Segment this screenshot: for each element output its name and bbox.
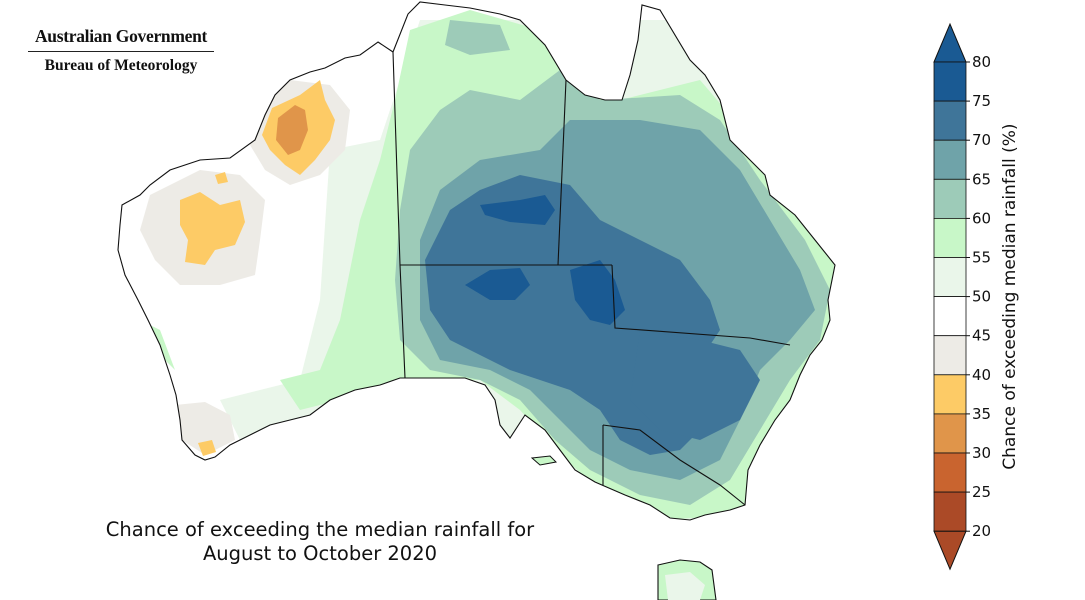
colorbar-band xyxy=(933,61,967,102)
colorbar-band xyxy=(933,257,967,297)
colorbar-band xyxy=(933,335,967,376)
colorbar-tick-label: 65 xyxy=(972,170,991,188)
colorbar-band xyxy=(933,452,967,493)
colorbar-tick-label: 60 xyxy=(972,209,991,227)
colorbar-tick-label: 30 xyxy=(972,444,991,462)
outlook-shading xyxy=(118,2,835,520)
colorbar-tick-label: 45 xyxy=(972,327,991,345)
colorbar-tick-label: 40 xyxy=(972,366,991,384)
colorbar-tick-label: 50 xyxy=(972,288,991,306)
map-title-line-2: August to October 2020 xyxy=(202,542,438,565)
colorbar-max-arrow xyxy=(933,22,967,63)
logo-organisation: Australian Government xyxy=(34,26,208,46)
colorbar-band xyxy=(933,296,967,337)
kangaroo-island xyxy=(530,455,558,466)
map-title-line-1: Chance of exceeding the median rainfall … xyxy=(105,518,535,541)
colorbar-band xyxy=(933,178,967,219)
colorbar-tick-label: 80 xyxy=(972,53,991,71)
colorbar-tick-label: 55 xyxy=(972,249,991,267)
logo-agency: Bureau of Meteorology xyxy=(44,57,198,74)
colorbar-label: Chance of exceeding median rainfall (%) xyxy=(1000,123,1020,469)
colorbar-tick-label: 35 xyxy=(972,405,991,423)
logo-rule xyxy=(28,51,214,52)
colorbar-tick-label: 70 xyxy=(972,131,991,149)
coastline xyxy=(117,1,836,521)
bom-logo: Australian Government Bureau of Meteorol… xyxy=(26,0,216,75)
colorbar-band xyxy=(933,217,967,258)
state-borders xyxy=(392,51,791,506)
colorbar-band xyxy=(933,413,967,454)
map-title: Chance of exceeding the median rainfall … xyxy=(60,518,580,566)
colorbar-band xyxy=(933,374,967,415)
colorbar-min-arrow xyxy=(933,530,967,571)
colorbar-band xyxy=(933,139,967,180)
colorbar-tick-label: 25 xyxy=(972,483,991,501)
colorbar-band xyxy=(933,100,967,141)
colorbar: 80 75 70 65 60 55 50 45 40 35 30 25 20 Chance of exce… xyxy=(933,22,1020,571)
colorbar-band xyxy=(933,491,967,532)
colorbar-tick-label: 75 xyxy=(972,92,991,110)
colorbar-tick-label: 20 xyxy=(972,522,991,540)
